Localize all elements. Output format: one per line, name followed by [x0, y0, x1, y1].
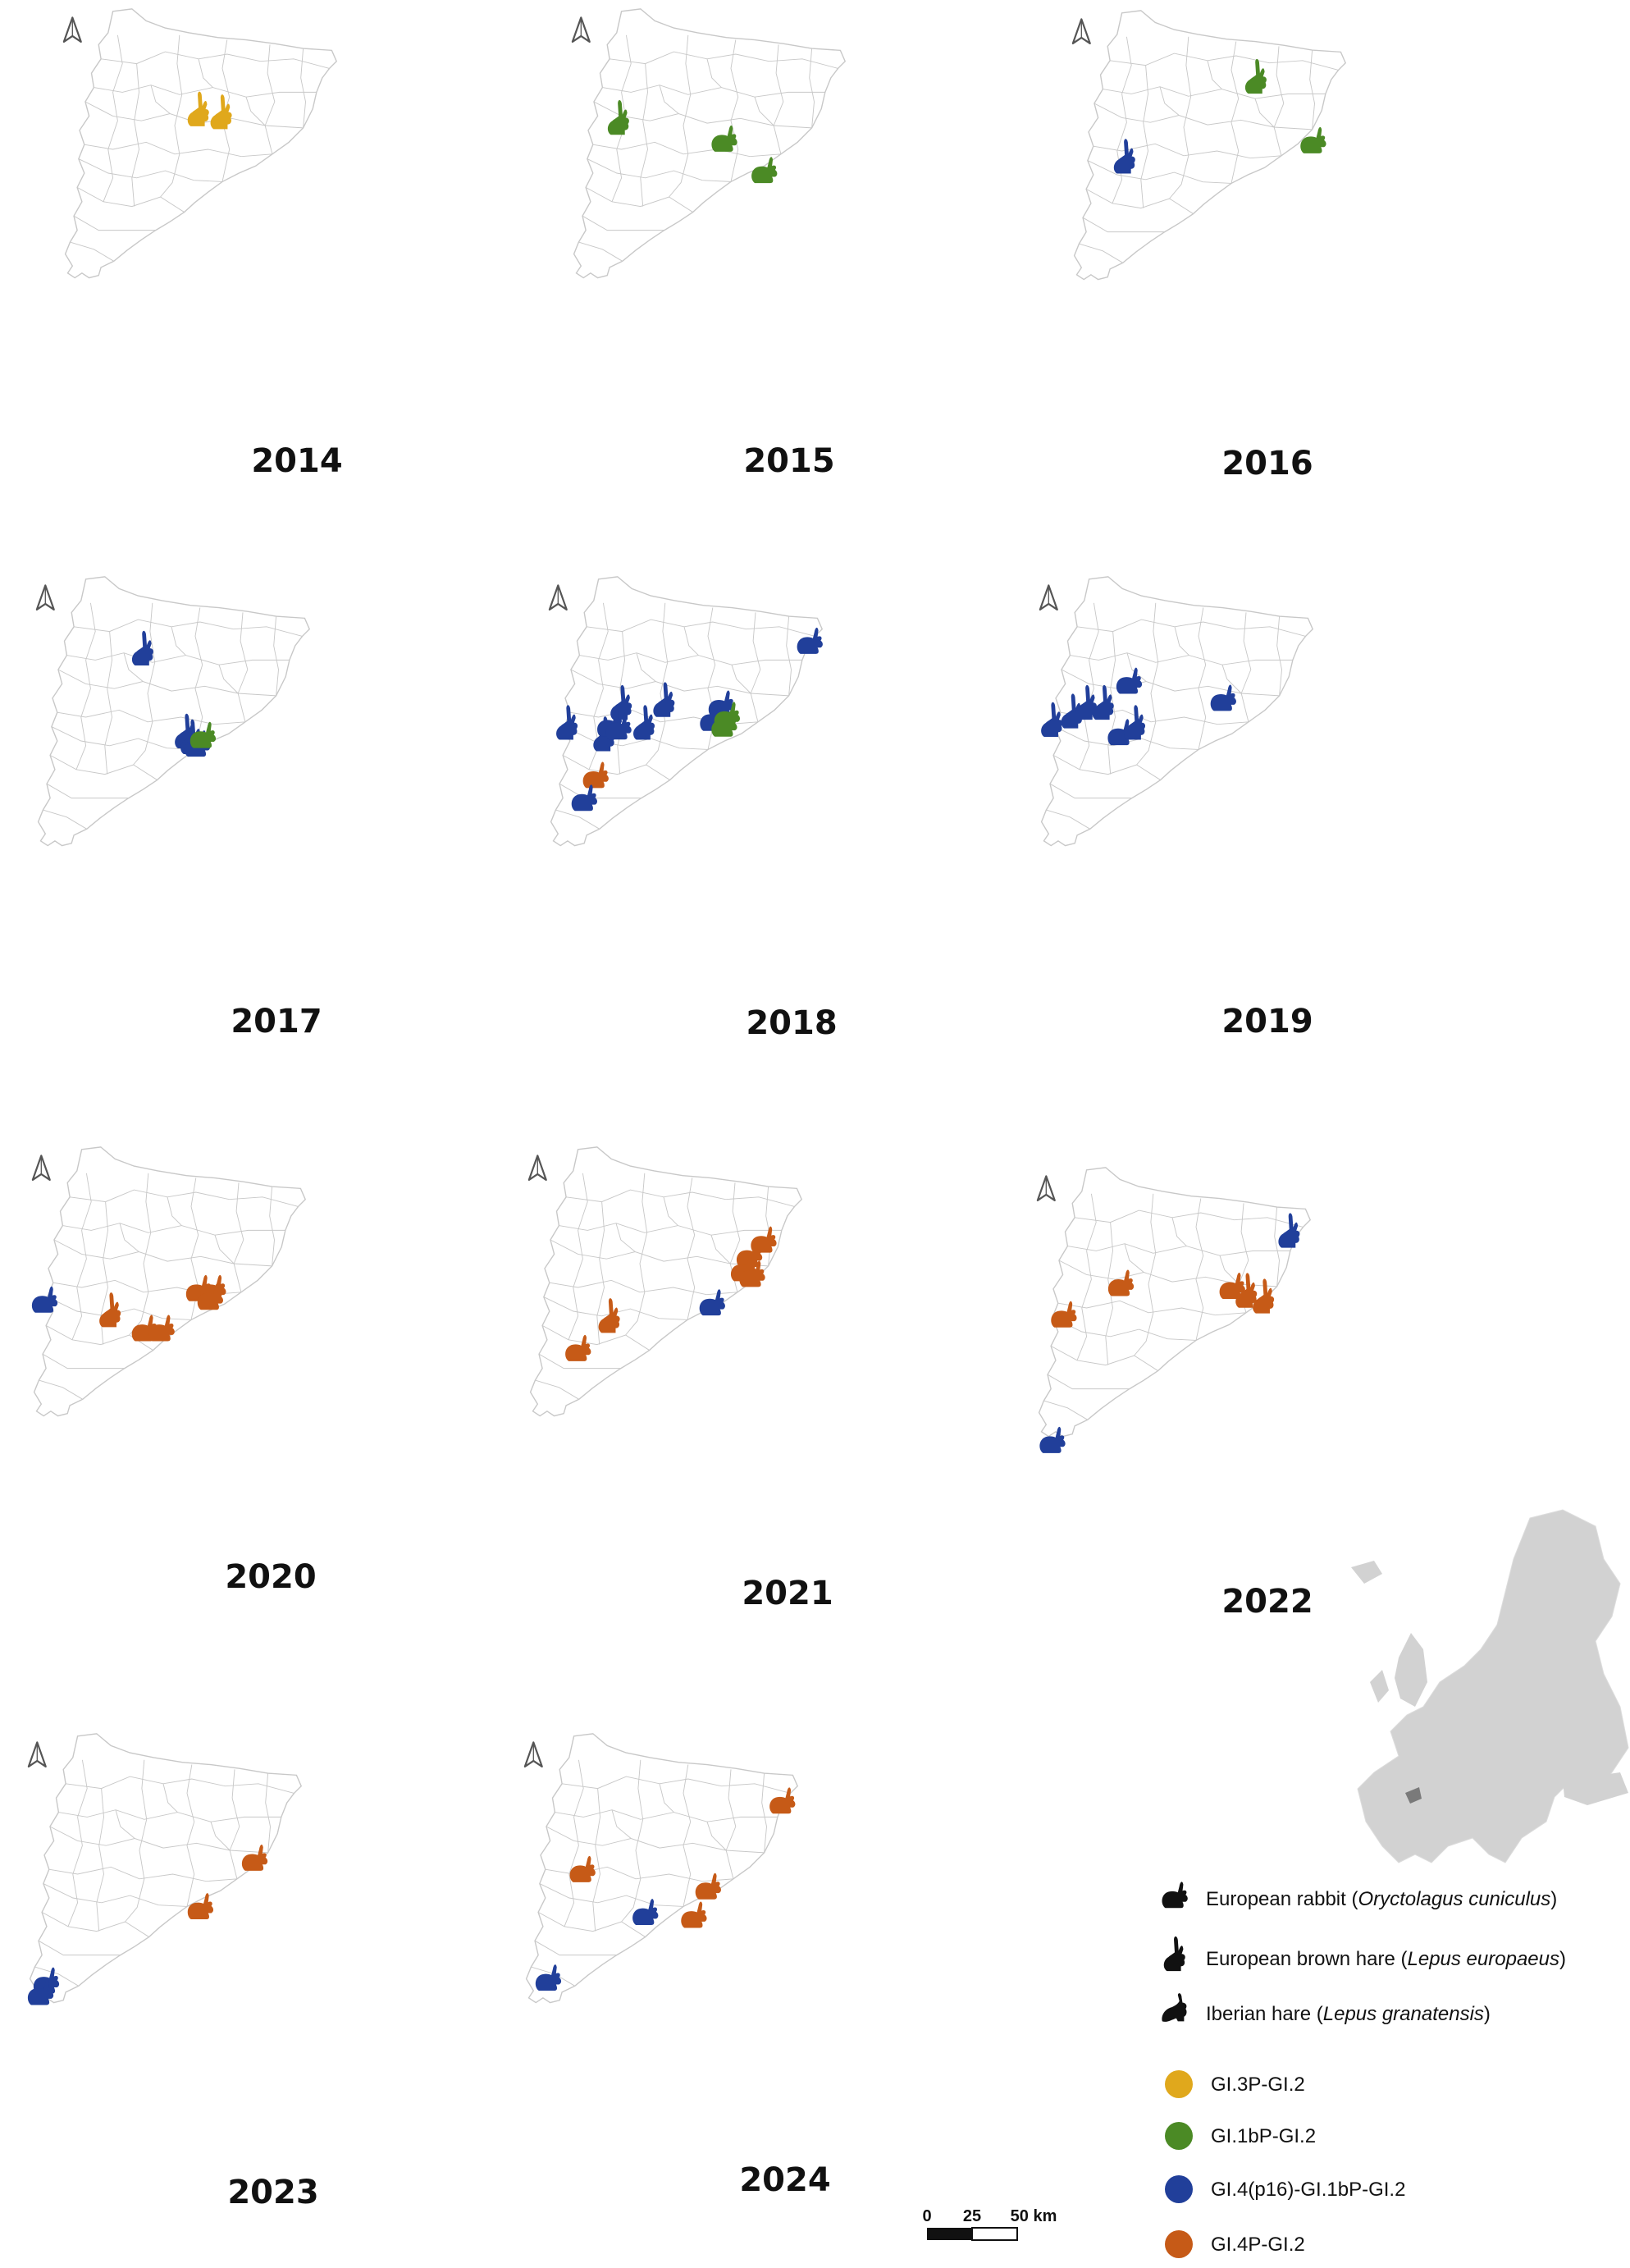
- europe-inset: [1351, 1509, 1629, 1863]
- rabbit-icon: [1162, 1882, 1188, 1909]
- legend-species-label: European rabbit (Oryctolagus cuniculus): [1206, 1888, 1557, 1910]
- year-label: 2020: [225, 1558, 316, 1596]
- scale-bar-black-segment: [927, 2228, 972, 2240]
- north-arrow-icon: [523, 1741, 543, 1768]
- catalonia-outline: [37, 576, 310, 847]
- scale-tick-25: 25: [963, 2207, 981, 2225]
- year-label: 2014: [251, 442, 342, 480]
- map-panel-2017: 2017: [35, 576, 322, 1040]
- map-panel-2023: 2023: [27, 1733, 319, 2211]
- legend-species-item: Iberian hare (Lepus granatensis): [1162, 1993, 1491, 2025]
- north-arrow-icon: [62, 16, 82, 43]
- legend: European rabbit (Oryctolagus cuniculus) E…: [1162, 1882, 1566, 2258]
- map-panel-2021: 2021: [527, 1146, 833, 1612]
- iceland-landmass: [1351, 1561, 1382, 1584]
- north-arrow-icon: [35, 584, 55, 611]
- europe-landmass: [1357, 1509, 1629, 1863]
- year-label: 2024: [739, 2161, 830, 2199]
- year-label: 2017: [231, 1003, 322, 1040]
- legend-genotype-item: GI.1bP-GI.2: [1165, 2122, 1316, 2150]
- catalonia-outline: [64, 8, 337, 279]
- legend-species-label: European brown hare (Lepus europaeus): [1206, 1948, 1566, 1970]
- scale-bar: 0 25 50 km: [922, 2207, 1057, 2241]
- genotype-swatch: [1165, 2175, 1193, 2203]
- hare-icon: [1163, 1936, 1185, 1972]
- north-arrow-icon: [571, 16, 591, 43]
- british-isles-landmass: [1370, 1633, 1427, 1707]
- map-panel-2015: 2015: [571, 8, 846, 480]
- year-label: 2023: [227, 2174, 318, 2211]
- legend-species-item: European rabbit (Oryctolagus cuniculus): [1162, 1882, 1557, 1910]
- genotype-swatch: [1165, 2070, 1193, 2098]
- genotype-swatch: [1165, 2230, 1193, 2258]
- catalonia-map: [527, 1146, 802, 1417]
- year-label: 2018: [746, 1004, 837, 1042]
- north-arrow-icon: [548, 584, 568, 611]
- north-arrow-icon: [27, 1741, 47, 1768]
- year-label: 2021: [742, 1575, 833, 1612]
- legend-species-item: European brown hare (Lepus europaeus): [1163, 1936, 1566, 1972]
- scale-tick-0: 0: [922, 2207, 931, 2225]
- legend-species-label: Iberian hare (Lepus granatensis): [1206, 2003, 1491, 2025]
- catalonia-outline: [525, 1733, 798, 2004]
- genotype-swatch: [1165, 2122, 1193, 2150]
- catalonia-map: [523, 1733, 798, 2004]
- scale-bar-white-segment: [971, 2227, 1018, 2241]
- north-arrow-icon: [527, 1155, 547, 1182]
- year-label: 2016: [1221, 445, 1313, 482]
- genotype-label: GI.4(p16)-GI.1bP-GI.2: [1211, 2179, 1405, 2201]
- north-arrow-icon: [1039, 584, 1058, 611]
- map-panel-2016: 2016: [1071, 10, 1346, 482]
- genotype-label: GI.3P-GI.2: [1211, 2074, 1305, 2096]
- legend-genotype-item: GI.4(p16)-GI.1bP-GI.2: [1165, 2175, 1405, 2203]
- catalonia-map: [62, 8, 337, 279]
- scandinavia-landmass: [1497, 1543, 1555, 1649]
- catalonia-outline: [529, 1146, 802, 1417]
- catalonia-outline: [573, 8, 846, 279]
- north-arrow-icon: [1071, 18, 1091, 45]
- north-arrow-icon: [31, 1155, 51, 1182]
- turkey-landmass: [1563, 1772, 1628, 1805]
- catalonia-map: [571, 8, 846, 279]
- year-label: 2015: [743, 442, 834, 480]
- year-label: 2022: [1221, 1583, 1313, 1621]
- legend-genotype-item: GI.3P-GI.2: [1165, 2070, 1305, 2098]
- map-panel-2020: 2020: [31, 1146, 317, 1596]
- map-panel-2022: 2022: [1036, 1167, 1313, 1621]
- catalonia-highlight: [1405, 1787, 1422, 1804]
- catalonia-outline: [33, 1146, 306, 1417]
- year-maps: 2014 2015 2016 2017 2018 2019 2020 2021 2022 2023…: [27, 8, 1346, 2211]
- catalonia-map: [35, 576, 310, 847]
- year-label: 2019: [1221, 1003, 1313, 1040]
- genotype-label: GI.1bP-GI.2: [1211, 2125, 1316, 2147]
- map-panel-2018: 2018: [548, 576, 838, 1042]
- scale-tick-50: 50 km: [1011, 2207, 1057, 2225]
- map-panel-2014: 2014: [62, 8, 343, 480]
- legend-genotype-item: GI.4P-GI.2: [1165, 2230, 1305, 2258]
- north-arrow-icon: [1036, 1175, 1056, 1202]
- iberian-hare-icon: [1162, 1993, 1187, 2022]
- genotype-label: GI.4P-GI.2: [1211, 2234, 1305, 2256]
- map-panel-2019: 2019: [1039, 576, 1313, 1040]
- map-panel-2024: 2024: [523, 1733, 831, 2199]
- catalonia-map: [31, 1146, 306, 1417]
